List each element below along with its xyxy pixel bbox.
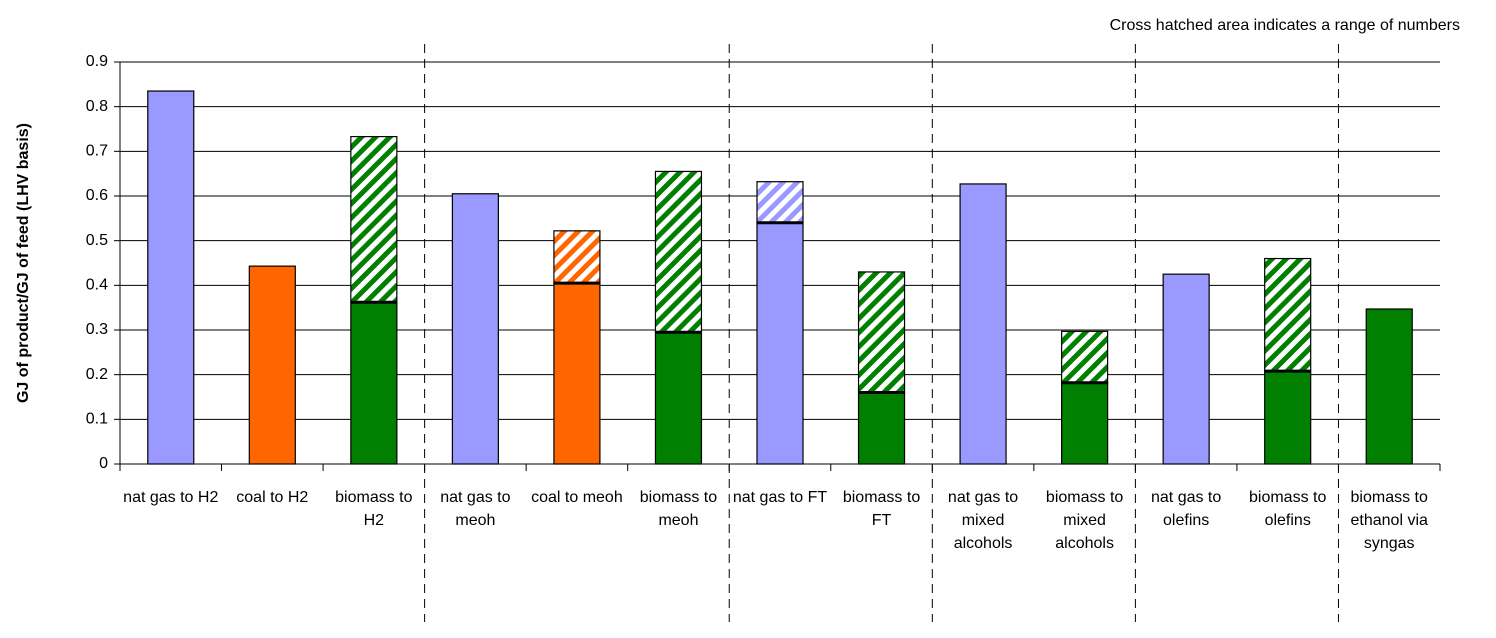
- bar-range: [553, 230, 601, 284]
- bar: [451, 193, 499, 465]
- y-tick-label: 0.5: [86, 232, 108, 249]
- bar: [1365, 308, 1413, 465]
- x-tick-label: nat gas to olefins: [1151, 489, 1222, 529]
- x-tick-label: biomass to meoh: [639, 489, 718, 529]
- y-tick-label: 0: [99, 455, 108, 472]
- bar: [553, 282, 601, 465]
- y-axis-label: GJ of product/GJ of feed (LHV basis): [15, 123, 32, 403]
- bar-range: [1061, 330, 1109, 384]
- bar-range: [350, 135, 398, 303]
- bar-range: [756, 181, 804, 224]
- x-tick-label: coal to meoh: [531, 489, 623, 506]
- x-tick-label: nat gas to H2: [123, 489, 219, 506]
- x-tick-label: nat gas to FT: [732, 489, 828, 506]
- x-tick-label: nat gas to meoh: [440, 489, 511, 529]
- bar: [1061, 382, 1109, 465]
- x-tick-label: coal to H2: [236, 489, 309, 506]
- bar: [857, 391, 906, 465]
- bar: [350, 301, 398, 465]
- bar: [654, 331, 703, 465]
- y-tick-label: 0.7: [86, 143, 108, 160]
- y-tick-label: 0.1: [86, 411, 108, 428]
- y-tick-label: 0.4: [86, 277, 108, 294]
- bar: [248, 265, 296, 465]
- y-tick-label: 0.6: [86, 187, 108, 204]
- bar-range: [654, 170, 703, 333]
- x-tick-label: biomass to FT: [842, 489, 921, 529]
- bar: [1264, 370, 1312, 465]
- y-tick-label: 0.2: [86, 366, 108, 383]
- y-tick-label: 0.3: [86, 321, 108, 338]
- x-tick-label: nat gas to mixed alcohols: [947, 489, 1019, 552]
- bar-range: [1264, 257, 1312, 372]
- x-tick-label: biomass to ethanol via syngas: [1350, 489, 1428, 552]
- bar: [959, 183, 1007, 465]
- bar: [147, 90, 195, 465]
- annotation: Cross hatched area indicates a range of …: [1110, 17, 1460, 34]
- y-tick-label: 0.8: [86, 98, 108, 115]
- bar: [756, 222, 804, 465]
- y-tick-label: 0.9: [86, 53, 108, 70]
- bar-range: [857, 271, 906, 394]
- x-tick-label: biomass to H2: [335, 489, 413, 529]
- bar: [1162, 273, 1210, 465]
- x-tick-label: biomass to mixed alcohols: [1045, 489, 1124, 552]
- x-tick-label: biomass to olefins: [1249, 489, 1327, 529]
